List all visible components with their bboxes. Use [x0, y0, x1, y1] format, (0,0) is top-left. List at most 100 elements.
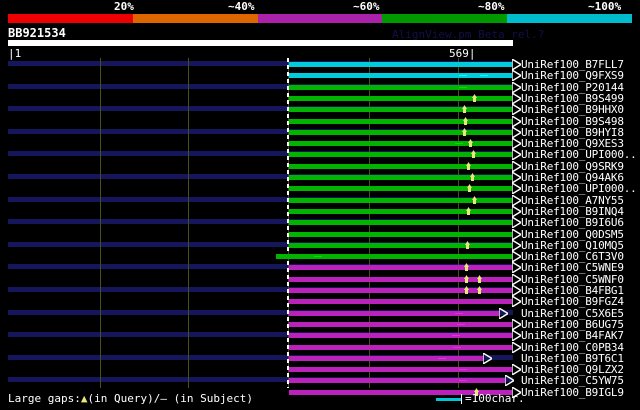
subject-gap-dash: [452, 335, 460, 337]
hsp-bar[interactable]: [289, 288, 512, 293]
hsp-bar[interactable]: [289, 163, 512, 169]
hit-label[interactable]: UniRef100_Q10MQ5: [521, 238, 624, 252]
hit-label[interactable]: UniRef100_B9S498: [521, 114, 624, 128]
gap-query-triangle-icon: ▲: [80, 392, 88, 405]
alignment-row[interactable]: [0, 92, 640, 104]
hsp-direction-arrow-icon: [512, 81, 521, 93]
hsp-bar[interactable]: [289, 378, 505, 384]
alignment-row[interactable]: [0, 183, 640, 195]
alignment-row[interactable]: [0, 70, 640, 82]
hsp-bar[interactable]: [289, 107, 512, 113]
hsp-bar[interactable]: [289, 95, 512, 101]
hsp-bar[interactable]: [289, 242, 512, 248]
hsp-bar[interactable]: [289, 118, 512, 124]
hsp-bar[interactable]: [289, 355, 483, 361]
alignment-row[interactable]: [0, 217, 640, 229]
hit-label[interactable]: UniRef100_P20144: [521, 80, 624, 94]
hit-label[interactable]: UniRef100_B4FBG1: [521, 284, 624, 297]
alignment-row[interactable]: [0, 81, 640, 93]
alignment-row[interactable]: [0, 126, 640, 138]
alignment-plot[interactable]: UniRef100_B7FLL7 UniRef100_Q9FXS9 UniRef10…: [0, 58, 640, 398]
alignment-row[interactable]: [0, 138, 640, 150]
hit-label[interactable]: UniRef100_C5WNF0: [521, 272, 624, 286]
hit-label[interactable]: UniRef100_C5WNE9: [521, 261, 624, 275]
hsp-bar[interactable]: [289, 141, 512, 147]
subject-gap-dash: [480, 75, 488, 77]
hit-label[interactable]: UniRef100_B9IGL9: [521, 385, 624, 399]
row-stripe: [8, 377, 513, 383]
hsp-bar[interactable]: [289, 333, 512, 339]
hit-label[interactable]: UniRef100_B9FGZ4: [521, 295, 624, 309]
hsp-bar[interactable]: [289, 84, 512, 90]
hit-label[interactable]: UniRef100_B9S499: [521, 91, 624, 105]
alignment-row[interactable]: [0, 296, 640, 308]
hit-label[interactable]: UniRef100_B7FLL7: [521, 58, 624, 71]
alignment-row[interactable]: [0, 375, 640, 387]
hsp-bar[interactable]: [289, 129, 512, 135]
alignment-row[interactable]: [0, 330, 640, 342]
hsp-direction-arrow-icon: [512, 160, 521, 172]
hsp-bar[interactable]: [289, 299, 512, 305]
alignment-row[interactable]: [0, 273, 640, 285]
alignment-row[interactable]: [0, 59, 640, 70]
alignment-row[interactable]: [0, 228, 640, 240]
alignment-row[interactable]: [0, 364, 640, 376]
alignment-row[interactable]: [0, 160, 640, 172]
hit-label[interactable]: UniRef100_Q9SRK9: [521, 159, 624, 173]
hsp-bar[interactable]: [289, 73, 512, 79]
hit-label[interactable]: UniRef100_B9HHX0: [521, 103, 624, 117]
hit-label[interactable]: UniRef100_B6UG75: [521, 317, 624, 331]
row-stripe: [8, 241, 513, 247]
hsp-bar[interactable]: [289, 265, 512, 271]
hit-label[interactable]: UniRef100_A7NY55: [521, 193, 624, 207]
hit-label[interactable]: UniRef100_Q9XES3: [521, 137, 624, 151]
alignment-row[interactable]: [0, 307, 640, 319]
hit-label[interactable]: UniRef100_C5X6E5: [521, 306, 624, 320]
alignment-row[interactable]: [0, 104, 640, 116]
hit-label[interactable]: UniRef100_Q0DSM5: [521, 227, 624, 241]
hit-label[interactable]: UniRef100_UPI000..: [521, 148, 637, 162]
hsp-bar[interactable]: [289, 321, 512, 327]
hsp-direction-arrow-icon: [512, 239, 521, 251]
hsp-bar[interactable]: [276, 254, 512, 260]
hit-label[interactable]: UniRef100_Q9LZX2: [521, 363, 624, 377]
hsp-bar[interactable]: [289, 344, 512, 350]
hit-label[interactable]: UniRef100_B9I6U6: [521, 216, 624, 230]
hit-label[interactable]: UniRef100_B4FAK7: [521, 329, 624, 343]
alignment-row[interactable]: [0, 251, 640, 263]
alignment-row[interactable]: [0, 262, 640, 274]
hsp-bar[interactable]: [289, 389, 512, 395]
hsp-bar[interactable]: [289, 186, 512, 192]
hsp-bar[interactable]: [289, 208, 512, 214]
hsp-bar[interactable]: [289, 220, 512, 226]
alignment-row[interactable]: [0, 115, 640, 127]
hit-label[interactable]: UniRef100_C0PB34: [521, 340, 624, 354]
hsp-bar[interactable]: [289, 152, 512, 158]
hsp-bar[interactable]: [289, 197, 512, 203]
alignment-row[interactable]: [0, 352, 640, 364]
hsp-bar[interactable]: [289, 62, 512, 67]
alignment-row[interactable]: [0, 239, 640, 251]
hit-label[interactable]: UniRef100_C6T3V0: [521, 250, 624, 264]
percent-band-3: [257, 14, 383, 23]
alignment-row[interactable]: [0, 205, 640, 217]
alignment-row[interactable]: [0, 386, 640, 398]
alignment-row[interactable]: [0, 341, 640, 353]
hsp-bar[interactable]: [289, 367, 512, 373]
hit-label[interactable]: UniRef100_B9HYI8: [521, 125, 624, 139]
alignment-row[interactable]: [0, 194, 640, 206]
hit-label[interactable]: UniRef100_Q9FXS9: [521, 69, 624, 83]
alignment-row[interactable]: [0, 172, 640, 183]
alignment-row[interactable]: [0, 285, 640, 296]
hsp-bar[interactable]: [289, 175, 512, 180]
hsp-bar[interactable]: [289, 231, 512, 237]
alignment-row[interactable]: [0, 318, 640, 330]
hsp-bar[interactable]: [289, 276, 512, 282]
hit-label[interactable]: UniRef100_B9T6C1: [521, 351, 624, 365]
hit-label[interactable]: UniRef100_Q94AK6: [521, 171, 624, 184]
hit-label[interactable]: UniRef100_C5YW75: [521, 374, 624, 388]
hit-label[interactable]: UniRef100_UPI000..: [521, 182, 637, 196]
hit-label[interactable]: UniRef100_B9INQ4: [521, 204, 624, 218]
alignment-row[interactable]: [0, 149, 640, 161]
hsp-bar[interactable]: [289, 310, 499, 316]
